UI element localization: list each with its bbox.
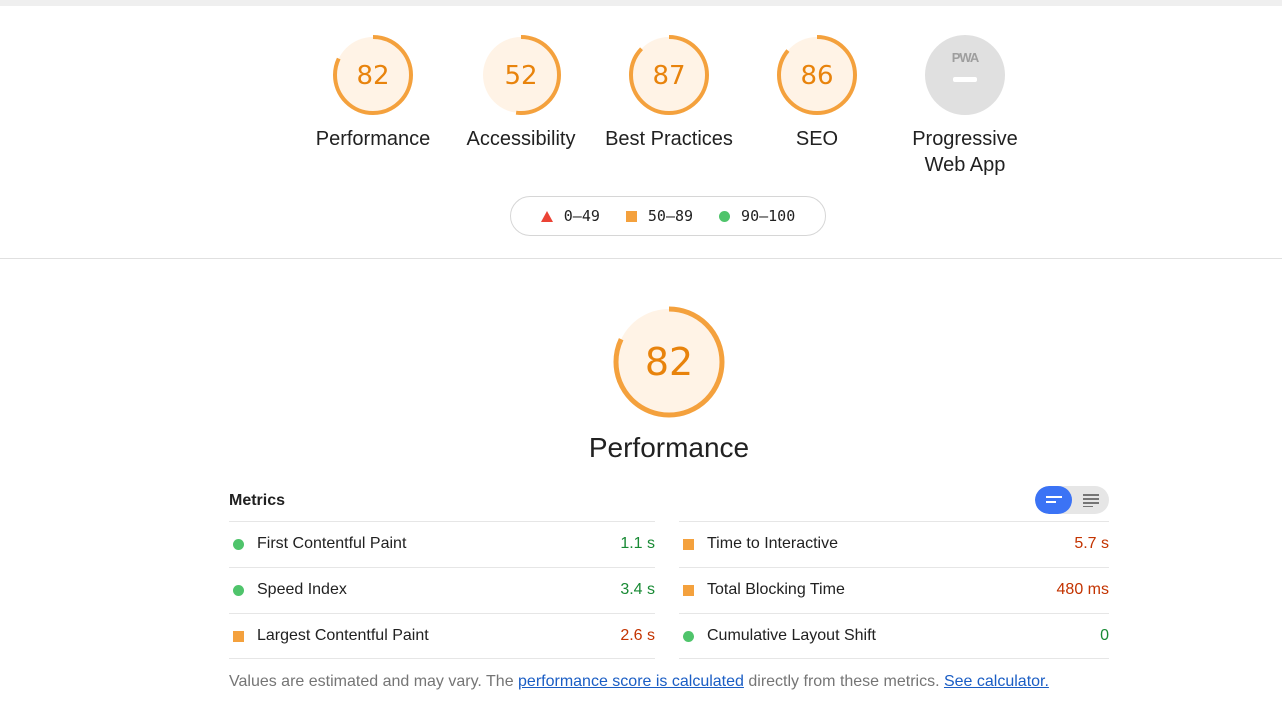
- metric-value: 5.7 s: [1074, 535, 1109, 552]
- metric-name: First Contentful Paint: [257, 535, 407, 552]
- gauge-ring: 82: [613, 306, 725, 418]
- footer-text: Values are estimated and may vary. The: [229, 673, 519, 690]
- gauge-score: 87: [652, 61, 685, 91]
- compact-view-icon: [1045, 496, 1062, 503]
- metrics-column-right: Time to Interactive 5.7 s Total Blocking…: [679, 521, 1109, 659]
- metrics-header: Metrics: [229, 486, 1109, 516]
- average-indicator-icon: [233, 631, 244, 642]
- metric-name: Speed Index: [257, 581, 347, 598]
- pwa-badge-text: PWA: [952, 50, 980, 65]
- gauge-performance[interactable]: 82 Performance: [299, 34, 447, 152]
- gauge-ring: 86: [777, 35, 857, 115]
- gauge-best-practices[interactable]: 87 Best Practices: [595, 34, 743, 152]
- gauge-label-line1: Progressive: [912, 128, 1018, 150]
- expanded-view-button[interactable]: [1072, 486, 1109, 514]
- average-indicator-icon: [683, 539, 694, 550]
- metrics-title: Metrics: [229, 492, 286, 509]
- footer-text: directly from these metrics.: [743, 673, 944, 690]
- metric-value: 1.1 s: [620, 535, 655, 552]
- gauge-label-line2: Web App: [924, 154, 1006, 176]
- metric-name: Largest Contentful Paint: [257, 627, 429, 644]
- gauge-score: 82: [356, 61, 389, 91]
- gauge-label: Accessibility: [466, 128, 576, 150]
- legend-item-pass: 90–100: [719, 207, 795, 225]
- gauge-pwa[interactable]: PWA Progressive Web App: [891, 34, 1039, 178]
- pass-indicator-icon: [683, 631, 694, 642]
- metrics-view-toggle: [1035, 486, 1109, 514]
- legend-range: 50–89: [647, 207, 694, 225]
- performance-title: Performance: [588, 432, 750, 463]
- top-bar: [0, 0, 1282, 6]
- gauge-label: Best Practices: [605, 128, 733, 150]
- gauge-label: Performance: [315, 128, 431, 150]
- main-score: 82: [645, 340, 693, 384]
- metric-row: Speed Index 3.4 s: [229, 567, 655, 613]
- metric-row: Time to Interactive 5.7 s: [679, 521, 1109, 567]
- metric-value: 480 ms: [1056, 581, 1109, 598]
- legend-range: 0–49: [563, 207, 600, 225]
- metric-row: Cumulative Layout Shift 0: [679, 613, 1109, 659]
- category-gauges: 82 Performance 52 Accessibility 87 Best …: [0, 34, 1282, 184]
- metric-name: Cumulative Layout Shift: [707, 627, 876, 644]
- gauge-accessibility[interactable]: 52 Accessibility: [447, 34, 595, 152]
- gauge-label: Progressive Web App: [891, 126, 1039, 178]
- metric-row: First Contentful Paint 1.1 s: [229, 521, 655, 567]
- average-indicator-icon: [683, 585, 694, 596]
- legend-range: 90–100: [741, 207, 796, 225]
- pwa-badge-icon: PWA: [925, 35, 1005, 115]
- metric-name: Total Blocking Time: [707, 581, 845, 598]
- metric-row: Total Blocking Time 480 ms: [679, 567, 1109, 613]
- square-icon: [625, 210, 637, 222]
- gauge-ring: 87: [629, 35, 709, 115]
- score-calculation-link[interactable]: performance score is calculated: [518, 673, 744, 690]
- metrics-column-left: First Contentful Paint 1.1 s Speed Index…: [229, 521, 655, 659]
- pass-indicator-icon: [233, 539, 244, 550]
- expanded-view-icon: [1082, 494, 1099, 507]
- gauge-ring: 82: [333, 35, 413, 115]
- circle-icon: [719, 210, 731, 222]
- gauge-ring: 52: [481, 35, 561, 115]
- pass-indicator-icon: [233, 585, 244, 596]
- triangle-icon: [540, 210, 553, 222]
- legend-item-average: 50–89: [625, 207, 694, 225]
- metric-value: 2.6 s: [620, 627, 655, 644]
- metric-name: Time to Interactive: [707, 535, 839, 552]
- gauge-label: SEO: [795, 128, 839, 150]
- gauge-score: 86: [800, 61, 833, 91]
- performance-main-gauge: 82: [592, 305, 746, 419]
- compact-view-button[interactable]: [1035, 486, 1072, 514]
- metric-row: Largest Contentful Paint 2.6 s: [229, 613, 655, 659]
- metrics-footer-note: Values are estimated and may vary. The p…: [229, 673, 1129, 691]
- gauge-score: 52: [504, 61, 537, 91]
- see-calculator-link[interactable]: See calculator.: [943, 673, 1049, 690]
- gauge-seo[interactable]: 86 SEO: [743, 34, 891, 152]
- legend-item-fail: 0–49: [540, 207, 600, 225]
- metric-value: 0: [1100, 627, 1109, 644]
- score-scale-legend: 0–49 50–89 90–100: [510, 196, 826, 236]
- section-divider: [0, 258, 1282, 259]
- metric-value: 3.4 s: [620, 581, 655, 598]
